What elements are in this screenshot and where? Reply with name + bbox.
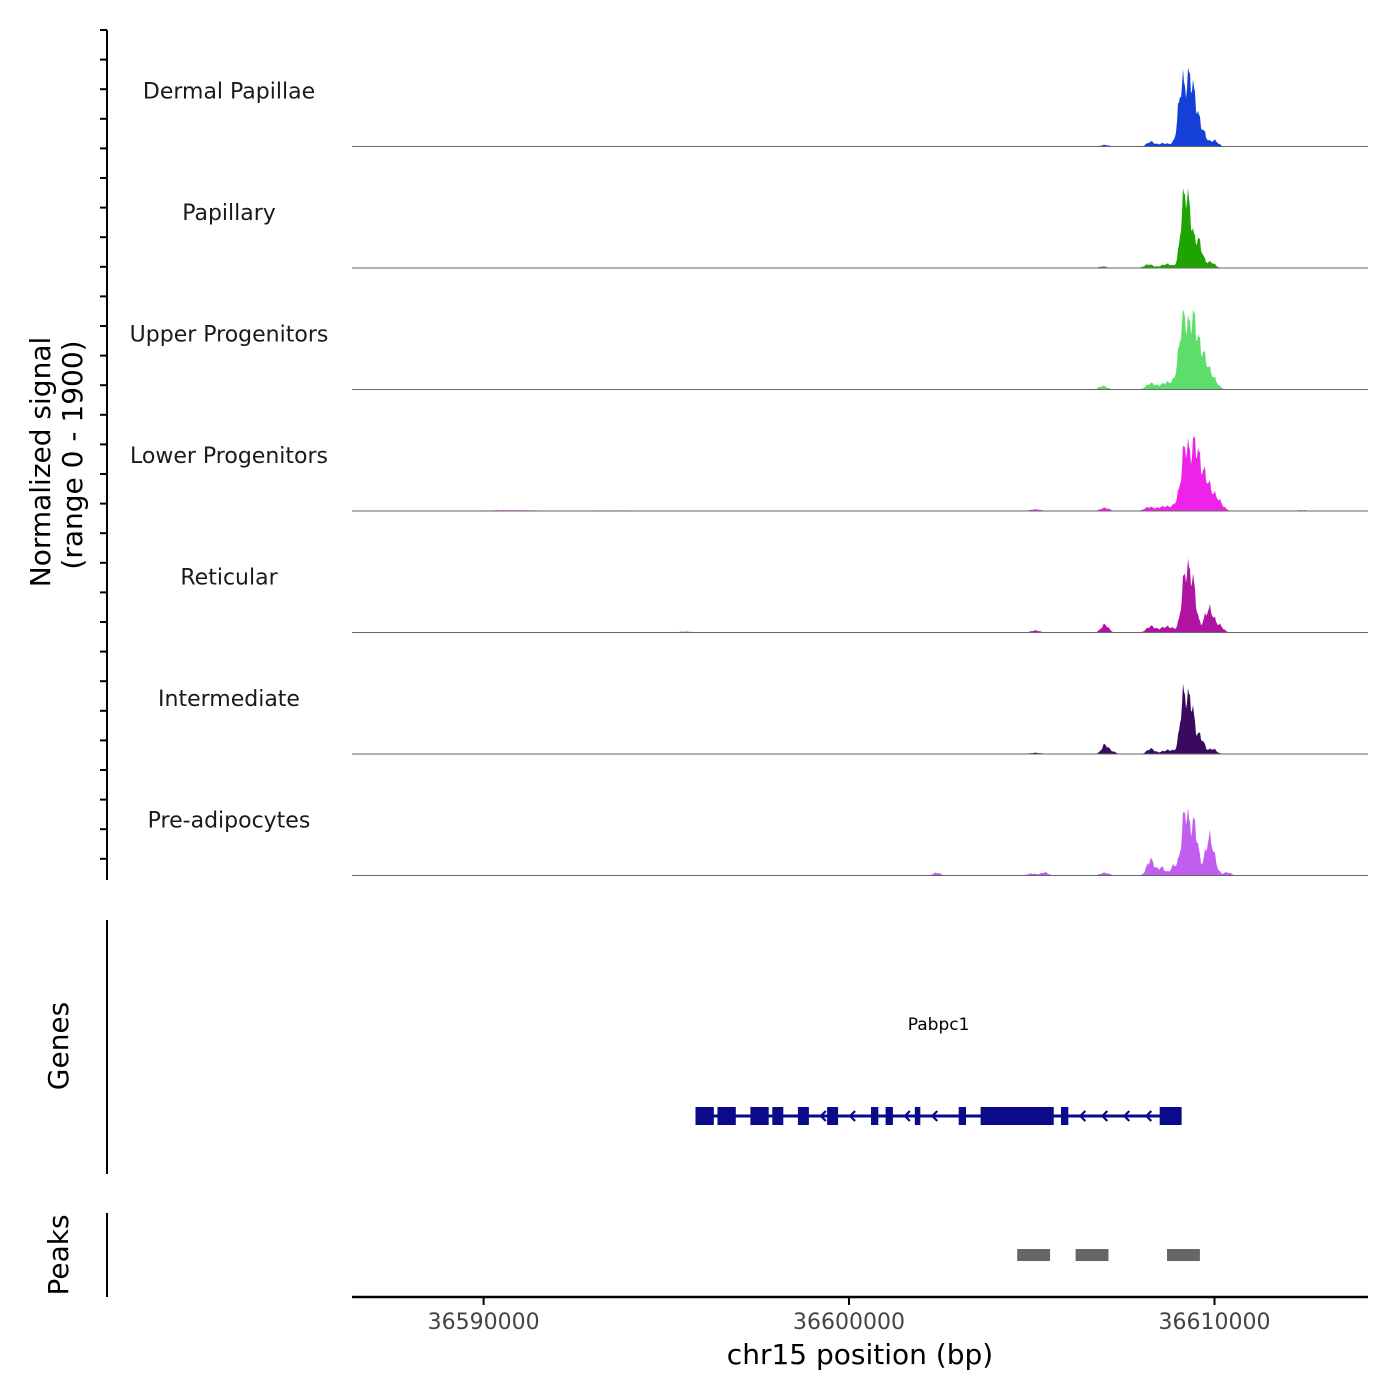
strand-arrow bbox=[848, 1110, 856, 1122]
peak-region bbox=[1075, 1249, 1109, 1261]
track-signal-area bbox=[352, 67, 1368, 147]
strand-arrow bbox=[819, 1110, 827, 1122]
track-signal-area bbox=[352, 558, 1368, 633]
gene-exon bbox=[750, 1107, 769, 1125]
x-axis-tick-label: 36590000 bbox=[428, 1310, 540, 1335]
peaks-panel bbox=[106, 1213, 1200, 1297]
track-reticular: Reticular bbox=[180, 558, 1368, 633]
track-signal-area bbox=[352, 807, 1368, 876]
gene-exon bbox=[797, 1107, 809, 1125]
track-label: Dermal Papillae bbox=[143, 80, 315, 105]
track-label: Pre-adipocytes bbox=[148, 809, 311, 834]
peak-region bbox=[1017, 1249, 1051, 1261]
track-label: Lower Progenitors bbox=[130, 444, 328, 469]
track-label: Upper Progenitors bbox=[130, 323, 329, 348]
gene-exon bbox=[1159, 1107, 1182, 1125]
strand-arrow bbox=[903, 1110, 911, 1122]
gene-exon bbox=[980, 1107, 1054, 1125]
gene-exon bbox=[958, 1107, 966, 1125]
x-axis-title: chr15 position (bp) bbox=[727, 1338, 993, 1371]
track-upper-progenitors: Upper Progenitors bbox=[130, 309, 1368, 390]
y-axis bbox=[100, 29, 108, 880]
track-label: Intermediate bbox=[158, 687, 300, 712]
track-label: Reticular bbox=[180, 566, 278, 591]
coverage-tracks: Dermal Papillae Papillary Upper Progenitor… bbox=[130, 67, 1368, 876]
track-pre-adipocytes: Pre-adipocytes bbox=[148, 807, 1368, 876]
track-label: Papillary bbox=[182, 201, 276, 226]
genes-panel-title: Genes bbox=[42, 1002, 75, 1090]
peak-region bbox=[1167, 1249, 1200, 1261]
y-axis-title-line1: Normalized signal bbox=[24, 337, 57, 588]
x-axis: 36590000 36600000 36610000 bbox=[352, 1295, 1368, 1335]
gene-exon bbox=[772, 1107, 784, 1125]
strand-arrow bbox=[1100, 1110, 1109, 1122]
gene-exon bbox=[827, 1107, 839, 1125]
strand-arrow bbox=[1122, 1110, 1131, 1122]
track-lower-progenitors: Lower Progenitors bbox=[130, 435, 1368, 512]
track-signal-area bbox=[352, 683, 1368, 754]
strand-arrow bbox=[1144, 1110, 1153, 1122]
gene-exon bbox=[717, 1107, 736, 1125]
gene-exon bbox=[885, 1107, 893, 1125]
gene-exon bbox=[1061, 1107, 1069, 1125]
track-papillary: Papillary bbox=[182, 188, 1368, 269]
track-intermediate: Intermediate bbox=[158, 683, 1368, 755]
y-axis-title-line2: (range 0 - 1900) bbox=[56, 340, 89, 569]
strand-arrow bbox=[1078, 1110, 1087, 1122]
genes-panel: Pabpc1 bbox=[106, 920, 1182, 1174]
x-axis-tick-label: 36600000 bbox=[793, 1310, 905, 1335]
track-signal-area bbox=[352, 435, 1368, 511]
track-dermal-papillae: Dermal Papillae bbox=[143, 67, 1368, 147]
gene-name-label: Pabpc1 bbox=[908, 1015, 970, 1035]
x-axis-tick-label: 36610000 bbox=[1159, 1310, 1271, 1335]
gene-exon bbox=[871, 1107, 879, 1125]
gene-exon bbox=[695, 1107, 714, 1125]
gene-exon bbox=[914, 1107, 921, 1125]
strand-arrow bbox=[930, 1110, 939, 1122]
track-signal-area bbox=[352, 309, 1368, 390]
track-signal-area bbox=[352, 188, 1368, 268]
peaks-panel-title: Peaks bbox=[42, 1214, 75, 1295]
